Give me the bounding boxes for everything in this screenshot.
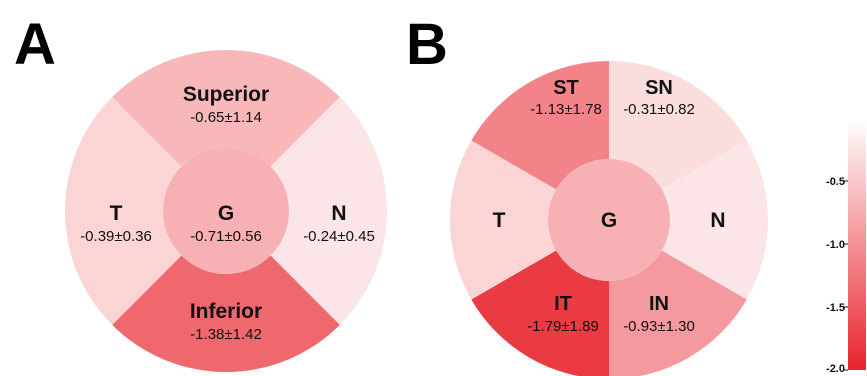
panel-b-letter: B [406,12,448,77]
panel-a-sector-nasal [270,97,387,325]
panel-a-sector-temporal [65,97,182,325]
panel-a-center-stat: -0.71±0.56 [190,228,262,245]
panel-b-t-label: T [493,209,506,232]
panel-b: B ST -1.13±1.78 SN -0.31±0.82 N IN -0.93… [406,12,768,376]
panel-b-n-label: N [710,209,725,232]
panel-b-in-label: IN [649,293,669,315]
panel-a-sectors [65,50,387,372]
colorscale-tick-label: -0.5 [826,176,845,188]
panel-a-nasal-label: N [331,202,346,225]
colorscale-tick-label: -1.5 [826,302,845,314]
panel-a: A Superior -0.65±1.14 N -0.24±0.45 Infer… [14,12,387,372]
panel-a-letter: A [14,12,56,77]
panel-a-superior-stat: -0.65±1.14 [190,109,262,126]
panel-a-inferior-stat: -1.38±1.42 [190,326,262,343]
panel-b-sn-stat: -0.31±0.82 [623,101,695,118]
panel-a-temporal-stat: -0.39±0.36 [80,228,152,245]
panel-b-sector-it [471,250,609,376]
panel-b-sector-st [471,61,609,190]
panel-a-superior-label: Superior [183,83,269,106]
panel-b-sn-label: SN [645,77,673,99]
panel-b-st-stat: -1.13±1.78 [530,101,602,118]
colorscale-ticks: -0.5 -1.0 -1.5 -2.0 [826,176,848,375]
panel-a-temporal-label: T [110,202,123,225]
panel-a-sector-superior [112,50,340,167]
panel-b-sector-t [450,140,557,300]
panel-b-in-stat: -0.93±1.30 [623,318,695,335]
panel-b-it-label: IT [554,293,572,315]
panel-a-center-label: G [218,202,234,225]
colorscale: -0.5 -1.0 -1.5 -2.0 [826,118,866,375]
panel-b-st-label: ST [553,77,579,99]
colorscale-bar [848,118,866,370]
panel-b-sectors [450,61,768,376]
panel-b-it-stat: -1.79±1.89 [527,318,599,335]
panel-a-inferior-label: Inferior [190,300,262,323]
panel-b-center-label: G [601,209,617,232]
panel-a-sector-inferior [112,255,340,372]
panel-b-sector-n [661,140,768,300]
panel-a-nasal-stat: -0.24±0.45 [303,228,375,245]
colorscale-tick-label: -1.0 [826,239,845,251]
panel-a-center-circle [163,148,289,274]
panel-b-sector-sn [609,61,747,190]
panel-b-center-circle [548,159,670,281]
panel-b-sector-in [609,250,747,376]
colorscale-tick-label: -2.0 [826,363,845,375]
